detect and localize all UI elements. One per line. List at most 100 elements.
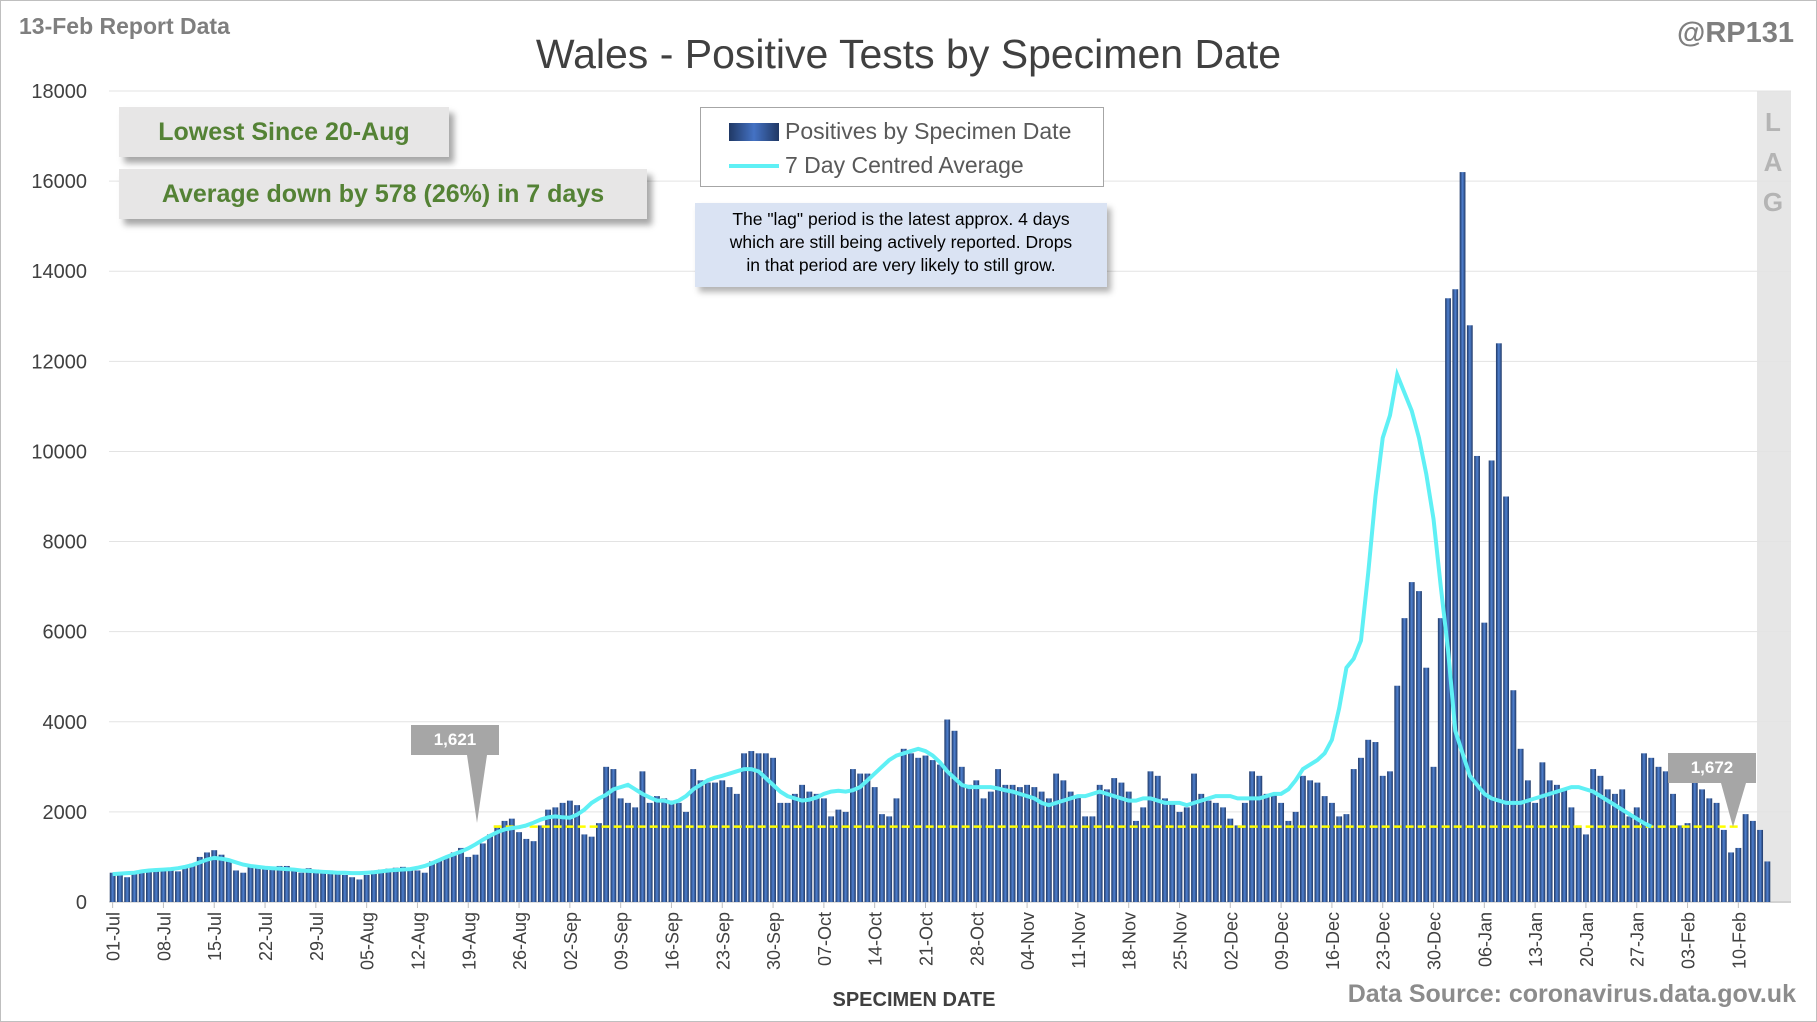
bar (1154, 775, 1161, 902)
bar (1720, 829, 1727, 902)
bar (1459, 172, 1466, 903)
bar (508, 818, 515, 902)
bar (1133, 820, 1139, 902)
bar (1270, 793, 1277, 902)
bar (1474, 455, 1480, 902)
bar (501, 820, 508, 902)
bar (1677, 825, 1684, 902)
lowest-since-callout: Lowest Since 20-Aug (119, 107, 449, 157)
bar (784, 802, 791, 902)
bar (697, 780, 704, 902)
bar (1045, 798, 1052, 902)
bar (1546, 780, 1553, 902)
x-tick-label: 05-Aug (358, 912, 378, 970)
bar (1728, 852, 1734, 902)
x-tick-label: 06-Jan (1475, 912, 1495, 967)
bar (951, 730, 958, 902)
bar (371, 870, 377, 902)
bar (385, 868, 392, 902)
bar (1691, 780, 1698, 902)
x-tick-label: 15-Jul (205, 912, 225, 961)
bar (1532, 802, 1539, 902)
x-tick-label: 09-Dec (1272, 912, 1292, 970)
bar (995, 769, 1001, 902)
bar (175, 871, 181, 902)
y-tick-label: 6000 (43, 622, 88, 644)
bar (1445, 298, 1451, 902)
average-change-text: Average down by 578 (26%) in 7 days (161, 179, 605, 208)
x-tick-label: 20-Jan (1577, 912, 1597, 967)
bar (1757, 829, 1764, 902)
bar (1191, 773, 1197, 902)
bar (791, 793, 798, 902)
x-tick-label: 18-Nov (1120, 912, 1140, 970)
bar (581, 834, 588, 902)
x-tick-label: 29-Jul (307, 912, 327, 961)
bar (363, 874, 370, 902)
flag-left: 1,621 (411, 725, 499, 755)
average-line (112, 367, 1653, 877)
report-date-label: 13-Feb Report Data (19, 13, 230, 39)
bar (1575, 825, 1582, 902)
bar (1096, 784, 1103, 902)
x-tick-label: 03-Feb (1679, 912, 1699, 969)
bar (494, 825, 501, 902)
bar (312, 869, 319, 902)
x-tick-label: 02-Dec (1221, 912, 1241, 970)
bar (806, 791, 813, 902)
bar (1176, 811, 1183, 902)
bar (1394, 685, 1401, 902)
bar (182, 866, 189, 902)
bar (886, 816, 893, 902)
x-tick-label: 26-Aug (510, 912, 530, 970)
bar (1227, 818, 1234, 902)
bar (1074, 796, 1081, 902)
bar (1481, 622, 1488, 902)
bar (1387, 771, 1393, 902)
bar (617, 798, 624, 902)
bar (1249, 771, 1255, 902)
bar (276, 865, 283, 902)
lag-note: The "lag" period is the latest approx. 4… (695, 203, 1107, 287)
bar (458, 847, 464, 902)
bar (842, 811, 849, 902)
bar (987, 791, 994, 902)
bar (566, 800, 573, 903)
bar (523, 838, 530, 902)
bar (349, 877, 356, 902)
y-tick-label: 2000 (43, 802, 88, 824)
lag-note-line-3: in that period are very likely to still … (746, 255, 1056, 275)
legend-label-average: 7 Day Centred Average (785, 152, 1024, 178)
x-tick-label: 04-Nov (1018, 912, 1038, 970)
legend-bar-swatch (729, 122, 779, 141)
bar (1713, 802, 1720, 902)
bar (1495, 343, 1502, 902)
bar (1764, 861, 1771, 902)
bar (719, 780, 726, 902)
bar (131, 874, 138, 902)
flag-right: 1,672 (1668, 753, 1756, 783)
bar (1038, 791, 1045, 902)
bar (269, 868, 276, 902)
x-tick-label: 14-Oct (866, 912, 886, 966)
bar (225, 859, 232, 902)
bar (654, 796, 660, 902)
bar (1307, 780, 1314, 902)
bar (1314, 782, 1321, 902)
x-tick-label: 11-Nov (1069, 912, 1089, 969)
lag-letter-g: G (1762, 187, 1784, 217)
bar (588, 836, 595, 902)
bar (1597, 775, 1604, 902)
x-tick-label: 25-Nov (1171, 912, 1191, 970)
bar (124, 877, 131, 902)
bar (683, 811, 689, 902)
x-axis-label: SPECIMEN DATE (833, 989, 996, 1011)
bar (1256, 775, 1263, 902)
bar (160, 868, 167, 902)
y-tick-label: 0 (76, 892, 87, 914)
bar (1111, 778, 1118, 902)
bar (741, 753, 747, 902)
x-tick-label: 08-Jul (154, 912, 174, 961)
bar (414, 870, 421, 902)
bar (1009, 784, 1016, 902)
